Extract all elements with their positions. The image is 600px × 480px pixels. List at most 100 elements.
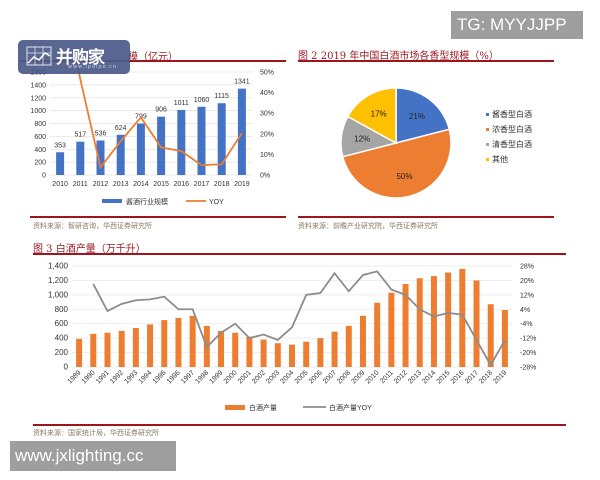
y-tick-right: 12%	[520, 292, 534, 299]
y-tick-left: 600	[34, 134, 46, 141]
y-tick-left: 200	[55, 348, 69, 357]
y-tick-left: 1000	[30, 108, 46, 115]
figure1-bottom-rule	[30, 216, 286, 218]
legend-marker	[486, 128, 489, 131]
x-tick: 1993	[123, 369, 139, 385]
pie-label: 12%	[354, 135, 370, 144]
x-tick: 2001	[237, 369, 253, 385]
pie-label: 17%	[371, 110, 387, 119]
x-tick: 1999	[208, 369, 224, 385]
y-tick-right: -20%	[520, 350, 536, 357]
bar-value-label: 353	[54, 142, 66, 149]
yoy-line	[92, 270, 506, 368]
x-tick: 2013	[113, 181, 129, 188]
figure1-chart: 020040060080010001200140016000%10%20%30%…	[30, 62, 274, 206]
bar-value-label: 1341	[234, 79, 250, 86]
bar	[402, 284, 409, 367]
y-tick-right: -12%	[520, 336, 536, 343]
x-tick: 2019	[492, 369, 508, 385]
figure3-title-rule	[33, 253, 566, 255]
bar	[359, 315, 366, 367]
pie-slice	[346, 87, 397, 145]
bar	[430, 276, 437, 367]
x-tick: 2010	[52, 181, 68, 188]
legend-label: 酱香型白酒	[492, 109, 532, 119]
x-tick: 1990	[81, 369, 97, 385]
bar	[237, 88, 246, 175]
legend-label-bar: 白酒产量	[249, 403, 277, 412]
y-tick-right: 28%	[520, 264, 534, 271]
bar	[416, 278, 423, 367]
x-tick: 1997	[180, 369, 196, 385]
x-tick: 2005	[294, 369, 310, 385]
bar	[136, 123, 145, 175]
bar	[459, 268, 466, 367]
x-tick: 2012	[93, 181, 109, 188]
x-tick: 2011	[73, 181, 88, 188]
bar	[104, 332, 111, 367]
y-tick-left: 400	[34, 147, 46, 154]
y-tick-left: 1400	[30, 82, 46, 89]
bar	[147, 324, 154, 367]
bar-value-label: 1115	[214, 93, 229, 100]
y-tick-left: 0	[42, 173, 46, 180]
logo-chart-icon	[26, 46, 52, 66]
x-tick: 2017	[464, 369, 480, 385]
bar	[161, 320, 168, 367]
bar	[175, 317, 182, 367]
y-tick-right: -4%	[520, 321, 532, 328]
x-tick: 2012	[393, 369, 409, 385]
y-tick-left: 1200	[30, 95, 46, 102]
figure3-title: 图 3 白酒产量（万千升）	[33, 244, 146, 255]
x-tick: 2014	[421, 369, 437, 385]
y-tick-right: 10%	[260, 152, 274, 159]
x-tick: 1989	[67, 369, 83, 385]
x-tick: 2000	[223, 369, 239, 385]
pie-label: 50%	[396, 172, 412, 181]
y-tick-left: 600	[55, 319, 69, 328]
watermark-bottom-left: www.jxlighting.cc	[10, 441, 176, 471]
figure2-source: 资料来源：前瞻产业研究院，华西证券研究所	[298, 222, 438, 230]
figure3-source: 资料来源：国家统计局，华西证券研究所	[33, 429, 159, 437]
bar	[274, 343, 281, 367]
pie-label: 21%	[409, 112, 425, 121]
bar	[90, 333, 97, 367]
y-tick-right: 4%	[520, 307, 530, 314]
bar	[177, 109, 186, 175]
bar	[260, 339, 267, 367]
figure1-title: 模（亿元）	[128, 52, 178, 63]
legend-swatch-bar	[102, 199, 122, 203]
x-tick: 2019	[234, 181, 250, 188]
logo-text: 并购家	[56, 48, 105, 68]
bar	[445, 272, 452, 367]
y-tick-left: 800	[55, 305, 69, 314]
x-tick: 2008	[336, 369, 352, 385]
bar	[487, 304, 494, 367]
legend-label-line: 白酒产量YOY	[329, 403, 372, 412]
y-tick-right: 50%	[260, 70, 274, 77]
y-tick-right: 0%	[260, 173, 270, 180]
legend-label: 其他	[492, 154, 508, 164]
x-tick: 2017	[194, 181, 210, 188]
bar	[232, 332, 239, 367]
y-tick-left: 200	[34, 160, 46, 167]
figure1-title-rule	[20, 60, 286, 62]
legend-label-bar: 酱酒行业规模	[126, 197, 168, 206]
logo-url: www.ipoipo.cn	[68, 64, 118, 70]
y-tick-right: 20%	[260, 131, 274, 138]
x-tick: 2016	[450, 369, 466, 385]
figure1-source: 资料来源：智研咨询，华西证券研究所	[33, 222, 152, 230]
x-tick: 1998	[194, 369, 210, 385]
y-tick-left: 0	[64, 363, 69, 372]
x-tick: 2015	[436, 369, 452, 385]
bar	[132, 328, 139, 367]
figure2-title-rule	[298, 60, 554, 62]
x-tick: 1992	[109, 369, 125, 385]
figure3-chart: 0 200 400 600 800 1,000 1,200 1,400 -28% -20% -12%…	[48, 262, 536, 413]
x-tick: 1994	[138, 369, 154, 385]
bar	[218, 330, 225, 367]
x-tick: 2009	[350, 369, 366, 385]
watermark-top-right: TG: MYYJJPP	[451, 11, 583, 39]
bar-value-label: 536	[95, 130, 107, 137]
